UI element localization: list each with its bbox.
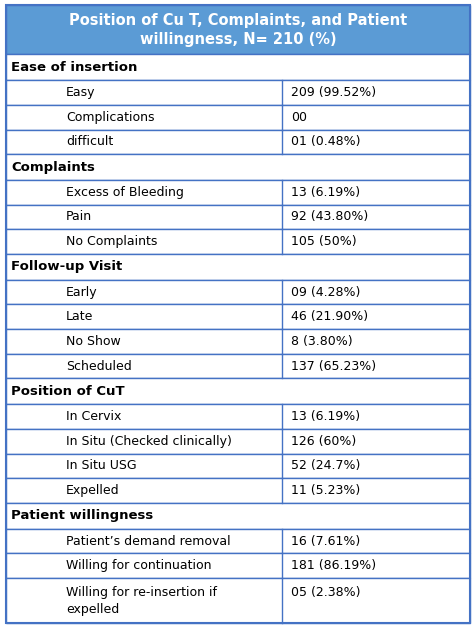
Text: 16 (7.61%): 16 (7.61%) [291,534,360,548]
Text: In Situ USG: In Situ USG [66,460,137,472]
Text: 13 (6.19%): 13 (6.19%) [291,186,360,199]
Text: difficult: difficult [66,136,113,148]
Text: Position of Cu T, Complaints, and Patient
willingness, N= 210 (%): Position of Cu T, Complaints, and Patien… [69,13,407,47]
Text: Expelled: Expelled [66,484,120,497]
Text: 8 (3.80%): 8 (3.80%) [291,335,352,348]
Bar [6,80,470,105]
Text: In Cervix: In Cervix [66,410,121,423]
Bar [6,55,470,80]
Text: 13 (6.19%): 13 (6.19%) [291,410,360,423]
Text: 00: 00 [291,111,307,124]
Text: Pain: Pain [66,210,92,224]
Bar [6,354,470,379]
Bar [6,329,470,354]
Text: Scheduled: Scheduled [66,360,132,372]
Text: Early: Early [66,286,98,299]
Bar [6,180,470,205]
Text: Willing for continuation: Willing for continuation [66,560,212,572]
Bar [6,205,470,229]
Bar [6,553,470,578]
Bar [6,129,470,154]
Text: 181 (86.19%): 181 (86.19%) [291,560,376,572]
Bar [6,229,470,254]
Text: 11 (5.23%): 11 (5.23%) [291,484,360,497]
Text: Complications: Complications [66,111,155,124]
Bar [6,254,470,280]
Bar [6,404,470,429]
Bar [6,379,470,404]
Text: 09 (4.28%): 09 (4.28%) [291,286,360,299]
Bar [6,453,470,479]
Text: Follow-up Visit: Follow-up Visit [11,261,123,273]
Bar [6,578,470,623]
Text: 52 (24.7%): 52 (24.7%) [291,460,360,472]
Text: No Complaints: No Complaints [66,235,158,248]
Text: Position of CuT: Position of CuT [11,385,125,398]
Text: 105 (50%): 105 (50%) [291,235,357,248]
Text: No Show: No Show [66,335,121,348]
Bar [6,429,470,453]
Bar [6,305,470,329]
Text: 209 (99.52%): 209 (99.52%) [291,86,376,99]
Text: 92 (43.80%): 92 (43.80%) [291,210,368,224]
Text: Late: Late [66,310,93,323]
Text: Excess of Bleeding: Excess of Bleeding [66,186,184,199]
Text: 126 (60%): 126 (60%) [291,435,356,448]
Text: 05 (2.38%): 05 (2.38%) [291,586,360,599]
Bar [6,280,470,305]
Bar [6,105,470,129]
Text: Easy: Easy [66,86,96,99]
Text: Willing for re-insertion if
expelled: Willing for re-insertion if expelled [66,585,217,615]
Text: Complaints: Complaints [11,161,95,173]
Bar [6,529,470,553]
Bar [6,5,470,55]
Text: 137 (65.23%): 137 (65.23%) [291,360,376,372]
Bar [6,503,470,529]
Text: 01 (0.48%): 01 (0.48%) [291,136,360,148]
Text: Patient’s demand removal: Patient’s demand removal [66,534,231,548]
Text: Patient willingness: Patient willingness [11,509,154,522]
Text: In Situ (Checked clinically): In Situ (Checked clinically) [66,435,232,448]
Bar [6,154,470,180]
Text: Ease of insertion: Ease of insertion [11,61,138,73]
Bar [6,479,470,503]
Text: 46 (21.90%): 46 (21.90%) [291,310,368,323]
